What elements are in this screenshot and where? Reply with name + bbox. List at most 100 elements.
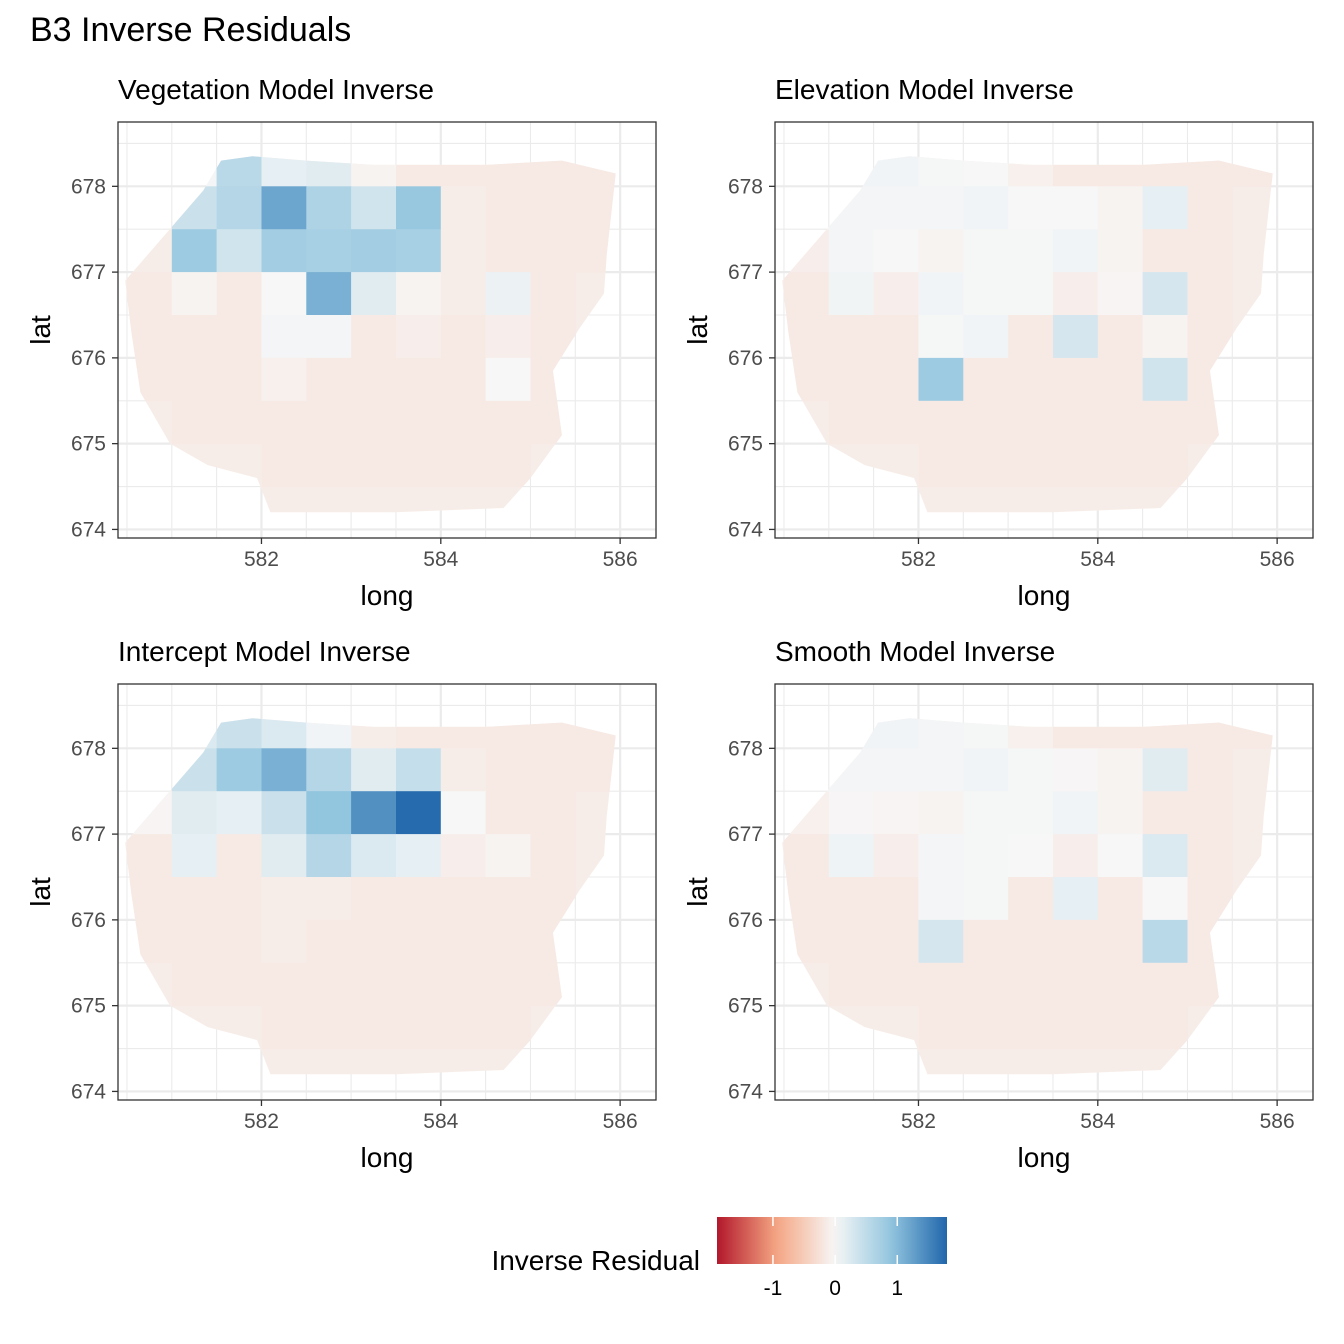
heatmap-cell (485, 400, 531, 445)
heatmap-cell (261, 791, 307, 835)
heatmap-cell (530, 748, 576, 792)
heatmap-cell (873, 186, 919, 230)
heatmap-cell (485, 919, 531, 964)
heatmap-cell (873, 791, 919, 835)
heatmap-cell (530, 186, 576, 230)
cells (127, 718, 616, 1050)
heatmap-cell (396, 229, 442, 273)
heatmap-cell (530, 272, 576, 316)
x-tick-label: 582 (244, 548, 279, 571)
y-tick-label: 678 (71, 175, 106, 198)
heatmap-cell (351, 357, 397, 402)
heatmap-cell (963, 1005, 1009, 1050)
x-axis-label: long (1018, 1142, 1071, 1173)
heatmap-cell (575, 748, 616, 792)
heatmap-cell (828, 834, 875, 878)
x-tick-label: 584 (423, 548, 458, 571)
heatmap-cell (485, 272, 531, 316)
heatmap-cell (351, 919, 397, 964)
legend-title: Inverse Residual (491, 1245, 700, 1276)
heatmap-cell (306, 962, 352, 1007)
heatmap-cell (963, 357, 1009, 402)
y-tick-label: 674 (71, 518, 106, 541)
heatmap-cell (1053, 357, 1099, 402)
heatmap-cell (963, 748, 1009, 792)
heatmap-cell (1053, 229, 1099, 273)
heatmap-cell (873, 834, 919, 878)
panel-4: Smooth Model Inverse 582 584 586 674 675 676 67… (682, 636, 1314, 1173)
heatmap-cell (963, 834, 1009, 878)
heatmap-cell (1187, 791, 1233, 835)
y-tick-label: 677 (728, 261, 763, 284)
heatmap-cell (963, 272, 1009, 316)
heatmap-cell (306, 400, 352, 445)
heatmap-cell (351, 962, 397, 1007)
heatmap-cell (306, 357, 352, 402)
heatmap-cell (485, 186, 531, 230)
heatmap-cell (261, 272, 307, 316)
heatmap-cell (171, 400, 218, 445)
heatmap-cell (918, 357, 964, 402)
cells (784, 718, 1273, 1050)
heatmap-cell (1053, 962, 1099, 1007)
heatmap-cell (485, 357, 531, 402)
x-axis-label: long (361, 580, 414, 611)
x-tick-label: 586 (603, 1110, 638, 1133)
heatmap-cell (216, 156, 262, 187)
heatmap-cell (828, 962, 875, 1007)
heatmap-cell (963, 315, 1009, 359)
heatmap-cell (828, 919, 875, 964)
heatmap-cell (1142, 834, 1188, 878)
heatmap-cell (396, 272, 442, 316)
heatmap-cell (828, 272, 875, 316)
heatmap-cell (963, 400, 1009, 445)
heatmap-cell (306, 186, 352, 230)
heatmap-cell (1008, 834, 1054, 878)
heatmap-cell (440, 877, 487, 921)
heatmap-cell (396, 443, 442, 488)
y-tick-label: 676 (728, 347, 763, 370)
x-tick-label: 586 (1260, 1110, 1295, 1133)
heatmap-cell (1187, 186, 1233, 230)
x-tick-label: 586 (603, 548, 638, 571)
heatmap-cell (1097, 400, 1144, 445)
heatmap-cell (1097, 443, 1144, 488)
heatmap-cell (963, 443, 1009, 488)
heatmap-cell (873, 748, 919, 792)
heatmap-cell (1187, 272, 1233, 316)
heatmap-cell (171, 791, 218, 835)
heatmap-cell (440, 834, 487, 878)
heatmap-cell (216, 272, 262, 316)
x-tick-label: 582 (901, 1110, 936, 1133)
heatmap-cell (261, 877, 307, 921)
heatmap-cell (873, 877, 919, 921)
heatmap-cell (1142, 877, 1188, 921)
heatmap-cell (485, 229, 531, 273)
y-tick-label: 677 (71, 823, 106, 846)
heatmap-cell (440, 443, 487, 488)
heatmap-cell (1008, 186, 1054, 230)
heatmap-cell (1097, 919, 1144, 964)
heatmap-cell (1097, 357, 1144, 402)
heatmap-cell (1053, 186, 1099, 230)
heatmap-cell (216, 834, 262, 878)
heatmap-cell (784, 315, 830, 359)
heatmap-cell (396, 791, 442, 835)
heatmap-cell (1053, 315, 1099, 359)
heatmap-cell (396, 962, 442, 1007)
heatmap-cell (828, 357, 875, 402)
heatmap-cell (873, 962, 919, 1007)
heatmap-cell (1097, 229, 1144, 273)
heatmap-cell (306, 877, 352, 921)
heatmap-cell (1053, 272, 1099, 316)
legend-tick-label: 1 (891, 1277, 903, 1300)
heatmap-cell (351, 229, 397, 273)
heatmap-cell (828, 791, 875, 835)
heatmap-cell (261, 919, 307, 964)
heatmap-cell (485, 748, 531, 792)
heatmap-cell (396, 748, 442, 792)
heatmap-cell (1142, 791, 1188, 835)
heatmap-cell (1053, 834, 1099, 878)
heatmap-cell (440, 315, 487, 359)
heatmap-cell (784, 834, 830, 878)
